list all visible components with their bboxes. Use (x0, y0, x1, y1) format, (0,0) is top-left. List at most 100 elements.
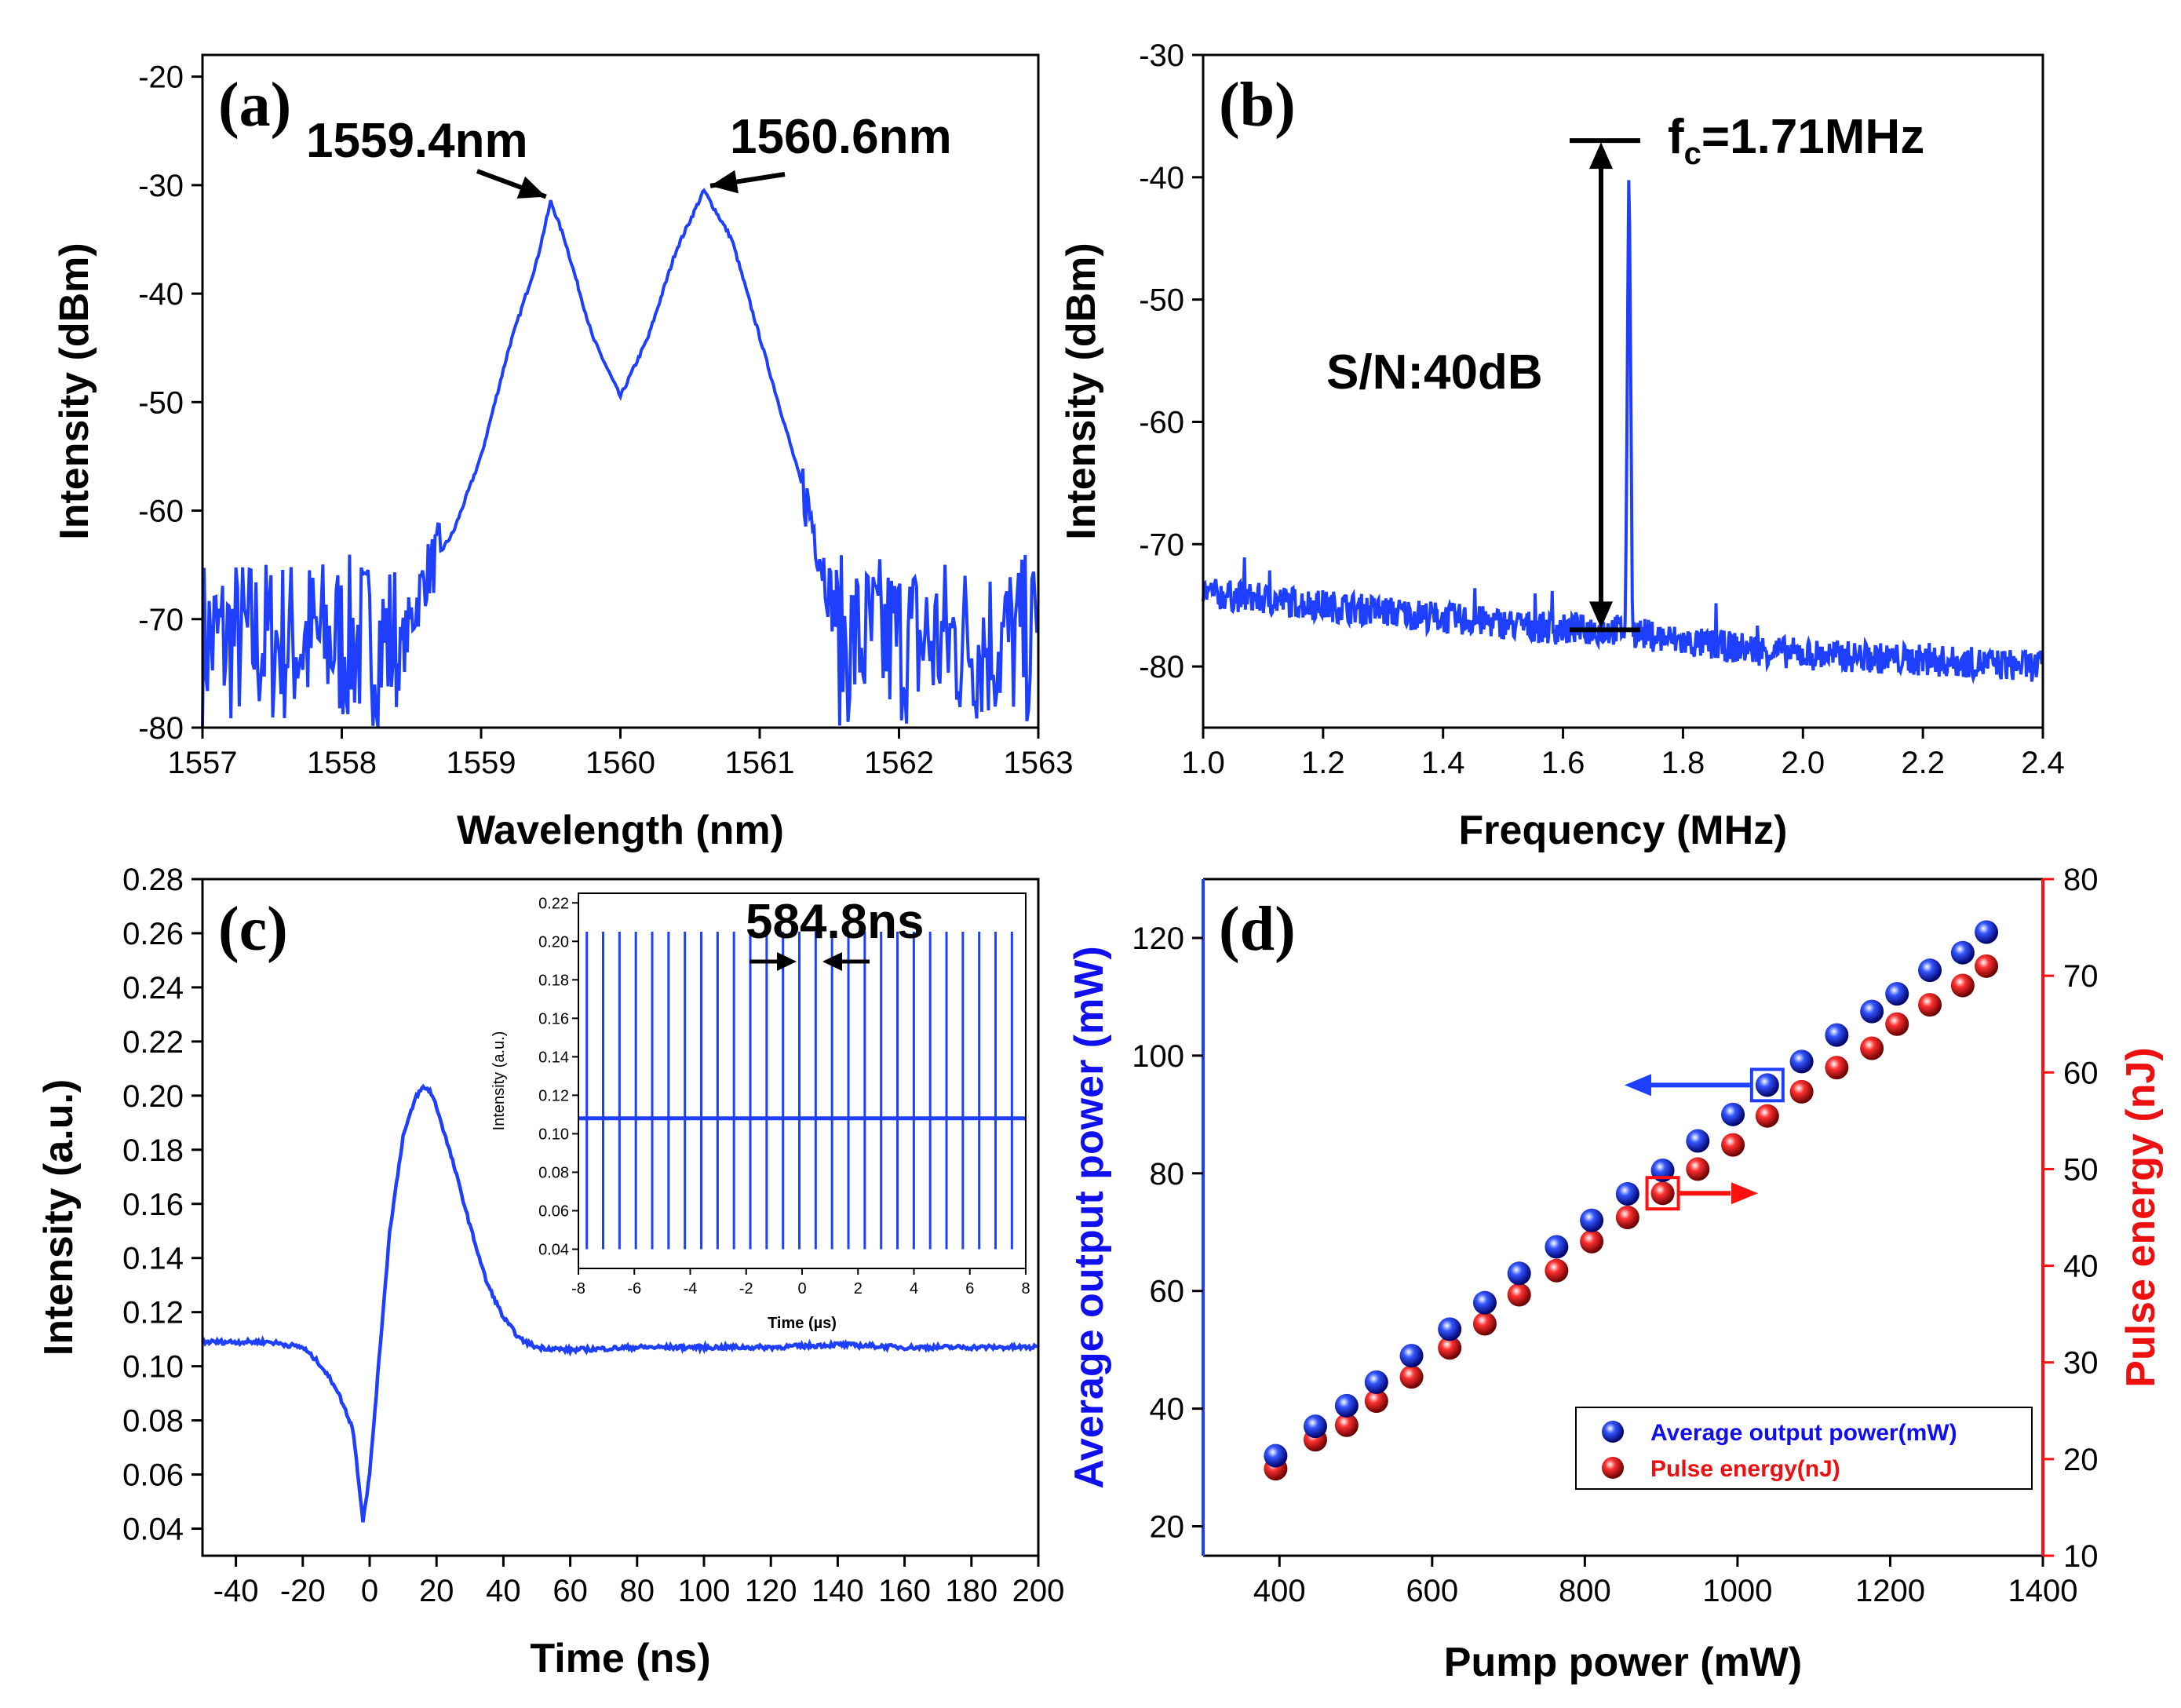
period-annotation: 584.8ns (746, 895, 925, 949)
x-tick-label: 20 (419, 1574, 454, 1608)
x-tick-label: 200 (1012, 1574, 1065, 1608)
avg-power-point (1580, 1208, 1604, 1232)
fc-annotation: fc=1.71MHz (1668, 110, 1924, 171)
inset-x-tick-label: -8 (571, 1280, 585, 1297)
x-tick-label: 600 (1406, 1574, 1458, 1608)
inset-x-tick-label: 8 (1021, 1280, 1030, 1297)
inset-y-tick-label: 0.08 (538, 1164, 569, 1181)
avg-power-point (1975, 920, 1999, 944)
x-tick-label: 1562 (864, 746, 934, 780)
inset-y-tick-label: 0.12 (538, 1087, 569, 1104)
avg-power-point (1545, 1235, 1569, 1259)
x-tick-label: 1.0 (1181, 746, 1225, 780)
period-arrow-left-head (777, 952, 797, 971)
panel-a: 1557 1558 1559 1560 1561 1562 1563 -80 -70 -60 -50… (52, 53, 1074, 853)
legend-marker-pulse-energy (1602, 1457, 1624, 1479)
legend-label-pulse-energy: Pulse energy(nJ) (1650, 1456, 1840, 1482)
y-tick-label: 0.06 (122, 1458, 184, 1493)
right-tick-label: 40 (2063, 1250, 2099, 1284)
avg-power-point (1472, 1290, 1497, 1315)
inset-x-tick-label: -4 (684, 1280, 698, 1297)
x-tick-label: 80 (620, 1574, 655, 1608)
y-tick-label: 80 (1150, 1157, 1185, 1192)
x-tick-label: 1560 (585, 746, 655, 780)
y-tick-label: 0.18 (122, 1133, 184, 1168)
pulse-energy-point (1438, 1336, 1462, 1360)
y-tick-label: 0.10 (122, 1350, 184, 1385)
x-tick-label: -40 (213, 1574, 259, 1608)
legend: Average output power(mW) Pulse energy(nJ) (1575, 1407, 2033, 1490)
x-tick-label: 1.8 (1661, 746, 1705, 780)
x-axis-label: Wavelength (nm) (457, 808, 784, 853)
y-tick-label: -30 (138, 169, 184, 203)
y-tick-label: 40 (1150, 1392, 1185, 1427)
y-axis-label-right: Pulse energy (nJ) (2118, 1047, 2164, 1387)
right-tick-label: 20 (2063, 1443, 2099, 1477)
y-tick-label: 0.08 (122, 1404, 184, 1439)
sn-arrowhead-top (1589, 142, 1613, 170)
avg-power-point (1264, 1443, 1288, 1468)
inset-y-tick-label: 0.16 (538, 1010, 569, 1027)
x-tick-label: 1557 (168, 746, 238, 780)
y-tick-label: -50 (138, 385, 184, 420)
inset-y-tick-label: 0.04 (538, 1241, 569, 1258)
y-tick-label: 0.16 (122, 1188, 184, 1222)
blue-indicator-box (1749, 1068, 1785, 1103)
right-tick-label: 30 (2063, 1346, 2099, 1381)
panel-label: (a) (218, 71, 291, 140)
peak-annotation-right: 1560.6nm (730, 110, 952, 164)
right-tick-label: 80 (2063, 863, 2099, 897)
pulse-energy-point (1399, 1365, 1424, 1389)
y-axis-label: Intensity (dBm) (1059, 243, 1104, 539)
pulse-energy-point (1686, 1157, 1710, 1181)
pulse-energy-point (1507, 1283, 1531, 1307)
y-tick-label: -40 (1139, 161, 1184, 195)
x-tick-label: 100 (678, 1574, 731, 1608)
x-tick-label: 1400 (2008, 1574, 2078, 1608)
y-tick-label: 0.20 (122, 1079, 184, 1114)
legend-marker-avg-power (1602, 1421, 1624, 1443)
panel-c: -40 -20 0 20 40 60 80 100 120 140 160 180 2000.040.0… (36, 863, 1064, 1681)
inset-background (578, 893, 1026, 1268)
red-indicator-box (1645, 1176, 1680, 1211)
pulse-energy-point (1334, 1413, 1359, 1437)
inset-y-tick-label: 0.18 (538, 972, 569, 989)
x-tick-label: -20 (280, 1574, 326, 1608)
avg-power-point (1825, 1023, 1849, 1047)
legend-box (1575, 1407, 2033, 1490)
inset-x-axis-label: Time (µs) (768, 1315, 837, 1332)
panel-label: (b) (1219, 71, 1296, 140)
pulse-energy-point (1860, 1036, 1884, 1060)
pulse-energy-point (1615, 1206, 1639, 1229)
plot-frame (201, 878, 1040, 1557)
x-tick-label: 1000 (1702, 1574, 1772, 1608)
x-tick-label: 1558 (307, 746, 377, 780)
right-tick-label: 60 (2063, 1056, 2099, 1090)
x-tick-label: 400 (1253, 1574, 1306, 1608)
y-tick-label: -70 (1139, 527, 1184, 562)
inset-y-tick-label: 0.22 (538, 895, 569, 912)
x-tick-label: 180 (945, 1574, 997, 1608)
pulse-energy-point (1975, 954, 1999, 978)
right-tick-label: 70 (2063, 959, 2099, 994)
x-tick-label: 2.4 (2021, 746, 2065, 780)
x-tick-label: 2.0 (1781, 746, 1825, 780)
inset-y-tick-label: 0.06 (538, 1203, 569, 1220)
x-tick-label: 60 (553, 1574, 588, 1608)
pulse-line (201, 1083, 1038, 1523)
avg-power-point (1303, 1414, 1327, 1439)
fc-symbol: f (1668, 110, 1684, 164)
y-tick-label: -60 (1139, 405, 1184, 440)
avg-power-point (1918, 958, 1942, 983)
x-tick-label: 1563 (1004, 746, 1074, 780)
y-tick-label: -80 (138, 711, 184, 746)
x-tick-label: 1200 (1855, 1574, 1925, 1608)
pulse-energy-point (1789, 1079, 1814, 1104)
x-tick-label: 1.4 (1421, 746, 1465, 780)
x-axis-label: Pump power (mW) (1444, 1640, 1802, 1685)
avg-power-point (1686, 1129, 1710, 1153)
x-tick-label: 40 (486, 1574, 521, 1608)
y-tick-label: 0.24 (122, 971, 184, 1005)
panel-label: (c) (218, 895, 288, 964)
